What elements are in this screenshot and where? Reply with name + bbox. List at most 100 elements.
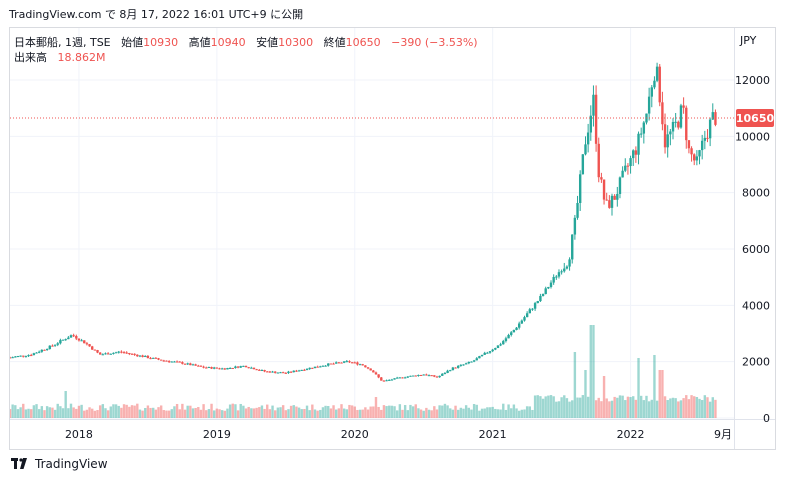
candle-body	[653, 80, 656, 88]
candle-body	[565, 266, 569, 269]
volume-bar	[14, 405, 17, 418]
candle-body	[332, 363, 335, 365]
volume-bar	[565, 398, 569, 418]
volume-bar	[101, 404, 105, 418]
candle-body	[303, 369, 306, 371]
volume-bar	[104, 408, 107, 418]
currency-label: JPY	[739, 34, 757, 47]
candle-body	[380, 377, 383, 381]
candle-body	[361, 364, 364, 366]
volume-bar	[117, 405, 120, 418]
volume-bar	[250, 408, 253, 418]
volume-bar	[136, 403, 139, 418]
footer-brand-text: TradingView	[35, 457, 108, 471]
candle-body	[260, 370, 264, 372]
candle-body	[175, 361, 179, 363]
candle-body	[93, 349, 97, 351]
candle-body	[67, 337, 70, 340]
candle-body	[69, 335, 73, 338]
volume-bar	[350, 405, 354, 418]
volume-bar	[714, 399, 717, 418]
candle-body	[552, 276, 555, 283]
candle-body	[43, 349, 46, 351]
candle-body	[626, 165, 630, 167]
volume-bar	[586, 396, 590, 418]
candle-body	[525, 313, 529, 318]
volume-bar	[552, 396, 555, 418]
change-value: −390 (−3.53%)	[391, 36, 478, 49]
candle-body	[374, 372, 378, 375]
candle-body	[295, 370, 298, 372]
volume-bar	[388, 405, 391, 418]
candle-body	[112, 352, 115, 354]
candle-body	[130, 353, 134, 355]
candle-body	[51, 345, 54, 347]
candle-body	[305, 369, 309, 371]
volume-bar	[130, 405, 134, 418]
volume-bar	[414, 404, 417, 418]
candle-body	[350, 362, 354, 364]
candle-body	[80, 340, 83, 342]
volume-bar	[698, 398, 701, 418]
candle-body	[650, 87, 653, 97]
candle-body	[690, 148, 693, 155]
candle-body	[600, 177, 603, 180]
volume-bar	[337, 408, 341, 418]
candle-body	[693, 154, 696, 161]
candle-body	[356, 362, 359, 365]
candle-body	[422, 374, 425, 376]
volume-bar	[483, 408, 486, 418]
volume-bar	[133, 405, 136, 418]
volume-bar	[120, 407, 123, 418]
volume-bar	[356, 409, 359, 418]
candle-body	[433, 375, 436, 377]
volume-bar	[488, 407, 492, 418]
volume-bar	[454, 405, 457, 418]
volume-bar	[22, 403, 25, 418]
volume-label: 出来高	[14, 51, 47, 64]
candle-body	[122, 352, 126, 354]
volume-bar	[700, 400, 704, 418]
volume-bar	[576, 397, 579, 418]
candle-body	[234, 366, 237, 369]
candle-body	[167, 361, 171, 363]
volume-bar	[377, 406, 380, 418]
volume-bar	[10, 409, 12, 418]
candle-body	[472, 360, 476, 362]
volume-bar	[430, 410, 433, 418]
candle-body	[406, 376, 410, 378]
volume-bar	[512, 404, 516, 418]
candle-body	[695, 156, 699, 161]
volume-bar	[708, 401, 712, 418]
volume-bar	[382, 405, 386, 418]
price-chart[interactable]: 2018 2019 2020 2021 2022 9月 JPY 0 2000 4000 6000 80…	[10, 28, 775, 449]
candle-body	[581, 154, 585, 175]
footer-brand[interactable]: TradingView	[11, 457, 108, 471]
candle-body	[263, 370, 266, 372]
candle-body	[669, 131, 672, 135]
volume-bar	[685, 395, 688, 418]
volume-bar	[358, 409, 362, 418]
candle-body	[589, 115, 592, 133]
candle-body	[308, 367, 311, 370]
candle-body	[372, 370, 375, 373]
candle-body	[663, 124, 667, 148]
high-value: 10940	[210, 36, 246, 49]
volume-bar	[170, 409, 173, 418]
volume-bar	[75, 408, 78, 418]
volume-bar	[621, 395, 624, 418]
candle-body	[456, 365, 460, 368]
candle-body	[510, 332, 513, 335]
candle-body	[287, 371, 290, 374]
volume-bar	[32, 405, 36, 418]
volume-bar	[231, 403, 234, 418]
volume-bar	[226, 408, 229, 418]
symbol-label[interactable]: 日本郵船, 1週, TSE	[14, 36, 111, 49]
candle-body	[159, 359, 163, 361]
y-tick-label: 0	[763, 412, 770, 425]
chart-frame[interactable]: 2018 2019 2020 2021 2022 9月 JPY 0 2000 4000 6000 80…	[9, 27, 776, 450]
candle-body	[364, 365, 367, 368]
candle-body	[639, 133, 643, 135]
candle-body	[311, 367, 314, 369]
volume-bar	[178, 409, 181, 418]
